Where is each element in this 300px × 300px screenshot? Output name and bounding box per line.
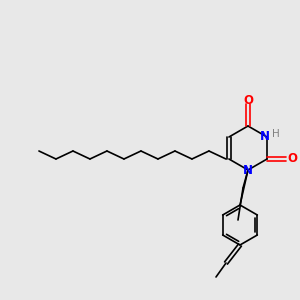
Text: N: N	[243, 164, 253, 176]
Text: O: O	[287, 152, 297, 166]
Text: O: O	[243, 94, 253, 106]
Text: N: N	[260, 130, 270, 143]
Text: H: H	[272, 129, 280, 139]
